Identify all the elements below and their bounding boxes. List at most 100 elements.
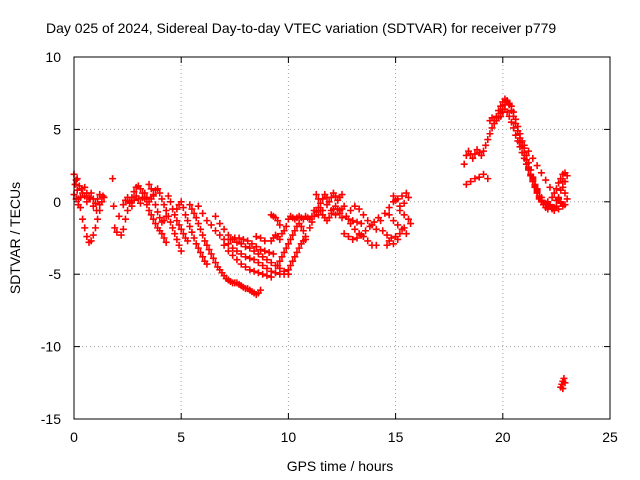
plot-frame [73,56,611,420]
data-point [252,233,260,241]
data-point [402,230,410,238]
x-tick-label: 20 [495,429,511,445]
data-point [181,211,189,219]
y-tick-label: 5 [53,121,61,137]
data-point [542,176,550,184]
data-point [207,221,215,229]
data-point [86,195,94,203]
data-point [525,164,533,172]
data-point [126,198,134,206]
data-point [91,224,99,232]
data-point [552,185,560,193]
data-point [89,202,97,210]
data-point [237,260,245,268]
data-point [332,192,340,200]
data-point [250,256,258,264]
data-point [147,185,155,193]
data-point [512,131,520,139]
data-point [495,107,503,115]
data-point [276,221,284,229]
data-point [175,221,183,229]
data-point [480,147,488,155]
data-point [136,185,144,193]
data-point [400,211,408,219]
data-point [94,215,102,223]
data-point [175,241,183,249]
data-point [537,169,545,177]
data-point [156,189,164,197]
data-point [299,227,307,235]
data-point [355,205,363,213]
data-point [151,201,159,209]
data-point [203,217,211,225]
data-point [477,151,485,159]
data-point [254,259,262,267]
x-tick-label: 0 [70,429,78,445]
data-point [552,196,560,204]
data-point [237,250,245,258]
data-point [93,206,101,214]
data-point [317,199,325,207]
data-point [71,180,79,188]
data-point [192,214,200,222]
data-point [261,247,269,255]
y-axis-label: SDTVAR / TECUs [7,182,23,294]
data-point [151,220,159,228]
data-point [359,211,367,219]
data-point [246,254,254,262]
data-point [194,244,202,252]
data-point [389,240,397,248]
data-point [497,102,505,110]
data-point [274,262,282,270]
data-point [177,198,185,206]
data-point [173,217,181,225]
data-point [402,189,410,197]
data-point [379,227,387,235]
data-point [289,231,297,239]
data-point [250,247,258,255]
data-point [529,154,537,162]
data-point [323,201,331,209]
data-point [364,217,372,225]
data-point [171,230,179,238]
data-point [400,199,408,207]
data-point [407,220,415,228]
data-point [209,254,217,262]
y-tick-label: 0 [53,194,61,210]
data-point [404,215,412,223]
data-point [383,241,391,249]
data-point [480,170,488,178]
data-point [81,224,89,232]
data-point [475,173,483,181]
data-point [141,189,149,197]
y-tick-label: -15 [41,411,61,427]
data-point [308,218,316,226]
data-point [291,253,299,261]
data-point [199,231,207,239]
data-point [190,234,198,242]
data-point [73,175,81,183]
data-point [469,154,477,162]
data-point [115,212,123,220]
data-point [186,222,194,230]
y-tick-label: -10 [41,339,61,355]
data-point [203,260,211,268]
data-point [561,178,569,186]
data-point [224,247,232,255]
data-point [261,237,269,245]
data-point [282,222,290,230]
data-point [254,250,262,258]
data-point [196,248,204,256]
data-point [482,141,490,149]
data-point [512,120,520,128]
data-point [349,235,357,243]
y-tick-label: -5 [49,266,62,282]
data-point [525,147,533,155]
data-point [76,193,84,201]
data-point [284,266,292,274]
data-point [338,191,346,199]
data-point [89,231,97,239]
data-point [503,108,511,116]
data-point [124,193,132,201]
